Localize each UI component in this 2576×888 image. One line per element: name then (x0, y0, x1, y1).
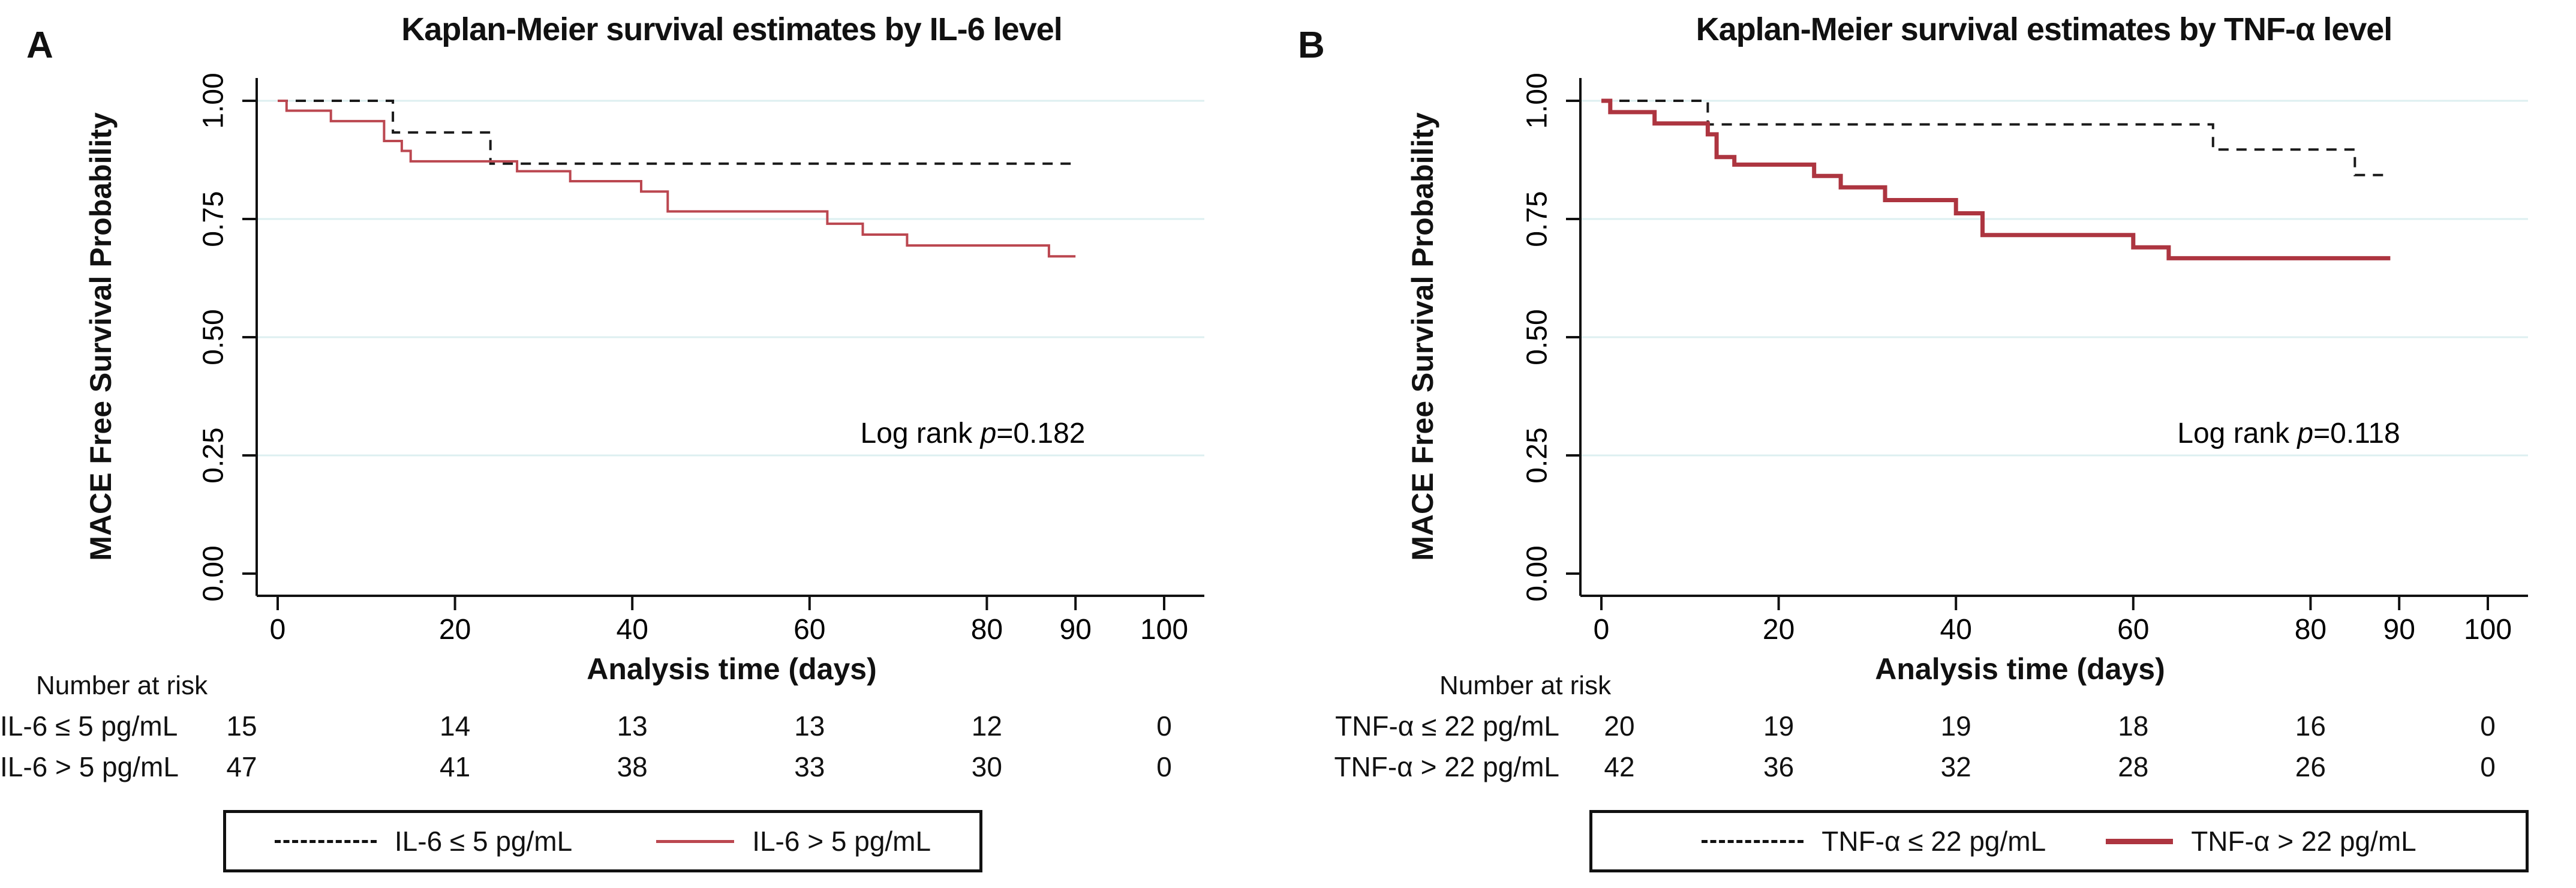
km-plot-b: Log rank p=0.118 0.00 0.25 0.50 0.75 1.00 0 20… (1522, 73, 2528, 646)
legend-label: IL-6 ≤ 5 pg/mL (394, 826, 573, 857)
risk-value: 32 (1940, 751, 1971, 782)
y-tick-label: 0.75 (1522, 191, 1553, 247)
y-tick-label: 0.75 (198, 191, 230, 247)
x-axis-label: Analysis time (days) (1875, 652, 2165, 686)
risk-value: 14 (440, 710, 471, 742)
log-rank-annotation: Log rank p=0.118 (2177, 418, 2400, 449)
x-tick-label: 80 (971, 614, 1003, 646)
x-tick-label: 20 (1763, 614, 1795, 646)
x-tick-label: 100 (1140, 614, 1188, 646)
x-tick-label: 0 (1594, 614, 1610, 646)
y-tick-label: 0.00 (1522, 545, 1553, 601)
risk-value: 41 (440, 751, 471, 782)
risk-value: 18 (2118, 710, 2149, 742)
risk-value: 15 (226, 710, 257, 742)
km-curve-dashed (1601, 100, 2391, 176)
km-curve-dashed (278, 100, 1076, 165)
risk-value: 16 (2295, 710, 2326, 742)
risk-value: 26 (2295, 751, 2326, 782)
risk-value: 28 (2118, 751, 2149, 782)
risk-value: 0 (1156, 751, 1172, 782)
x-tick-label: 60 (793, 614, 825, 646)
risk-value: 12 (971, 710, 1002, 742)
solid-line-sample (656, 839, 735, 843)
y-tick-label: 0.50 (198, 309, 230, 365)
legend-label: TNF-α > 22 pg/mL (2191, 826, 2416, 857)
legend-item: TNF-α > 22 pg/mL (2106, 825, 2416, 857)
y-tick-label: 1.00 (198, 73, 230, 128)
risk-value: 0 (2480, 710, 2496, 742)
panel-a: Log rank p=0.182 0.00 0.25 0.50 0.75 1.00 0 20… (0, 11, 1204, 872)
km-plot-a: Log rank p=0.182 0.00 0.25 0.50 0.75 1.00 0 20… (198, 73, 1204, 646)
legend-box: TNF-α ≤ 22 pg/mL TNF-α > 22 pg/mL (1589, 810, 2529, 872)
legend-label: IL-6 > 5 pg/mL (752, 826, 931, 857)
risk-row-label: IL-6 ≤ 5 pg/mL (0, 710, 178, 742)
risk-value: 0 (1156, 710, 1172, 742)
legend-item: IL-6 > 5 pg/mL (656, 825, 931, 857)
x-tick-label: 40 (617, 614, 648, 646)
risk-row-label: IL-6 > 5 pg/mL (0, 751, 179, 782)
risk-value: 33 (794, 751, 825, 782)
legend-item: IL-6 ≤ 5 pg/mL (274, 825, 573, 857)
y-axis-label: MACE Free Survival Probability (84, 112, 118, 561)
y-axis-label: MACE Free Survival Probability (1406, 112, 1439, 561)
risk-value: 0 (2480, 751, 2496, 782)
risk-value: 38 (617, 751, 648, 782)
risk-table-header: Number at risk (36, 671, 208, 700)
x-tick-label: 80 (2295, 614, 2326, 646)
x-tick-label: 60 (2117, 614, 2149, 646)
x-tick-label: 90 (1060, 614, 1092, 646)
risk-row-label: TNF-α > 22 pg/mL (1334, 751, 1559, 782)
x-tick-label: 20 (439, 614, 471, 646)
risk-value: 36 (1763, 751, 1795, 782)
y-tick-label: 0.25 (1522, 427, 1553, 483)
chart-title: Kaplan-Meier survival estimates by TNF-α… (1696, 11, 2393, 47)
dashed-line-sample (274, 839, 377, 843)
risk-value: 13 (617, 710, 648, 742)
x-tick-label: 100 (2464, 614, 2512, 646)
solid-line-sample (2106, 838, 2174, 844)
legend-item: TNF-α ≤ 22 pg/mL (1702, 825, 2046, 857)
risk-value: 30 (971, 751, 1002, 782)
panel-b: Log rank p=0.118 0.00 0.25 0.50 0.75 1.00 0 20… (1288, 0, 2576, 888)
risk-row-label: TNF-α ≤ 22 pg/mL (1335, 710, 1559, 742)
risk-value: 42 (1604, 751, 1635, 782)
chart-title: Kaplan-Meier survival estimates by IL-6 … (401, 11, 1063, 47)
y-tick-label: 1.00 (1522, 73, 1553, 128)
km-curve-solid (278, 100, 1076, 258)
dashed-line-sample (1702, 839, 1804, 843)
y-tick-label: 0.50 (1522, 309, 1553, 365)
panel-letter: A (26, 25, 53, 66)
y-tick-label: 0.00 (198, 545, 230, 601)
legend-label: TNF-α ≤ 22 pg/mL (1821, 826, 2046, 857)
km-curve-solid (1601, 98, 2391, 260)
risk-value: 20 (1604, 710, 1635, 742)
risk-value: 19 (1940, 710, 1971, 742)
x-tick-label: 0 (270, 614, 286, 646)
legend-box: IL-6 ≤ 5 pg/mL IL-6 > 5 pg/mL (223, 810, 982, 872)
y-tick-label: 0.25 (198, 427, 230, 483)
panel-letter: B (1298, 25, 1325, 66)
x-axis-label: Analysis time (days) (587, 652, 877, 686)
x-tick-label: 40 (1940, 614, 1972, 646)
risk-value: 19 (1763, 710, 1795, 742)
x-tick-label: 90 (2383, 614, 2415, 646)
risk-table-header: Number at risk (1439, 671, 1612, 700)
risk-value: 47 (226, 751, 257, 782)
log-rank-annotation: Log rank p=0.182 (861, 418, 1086, 449)
risk-value: 13 (794, 710, 825, 742)
